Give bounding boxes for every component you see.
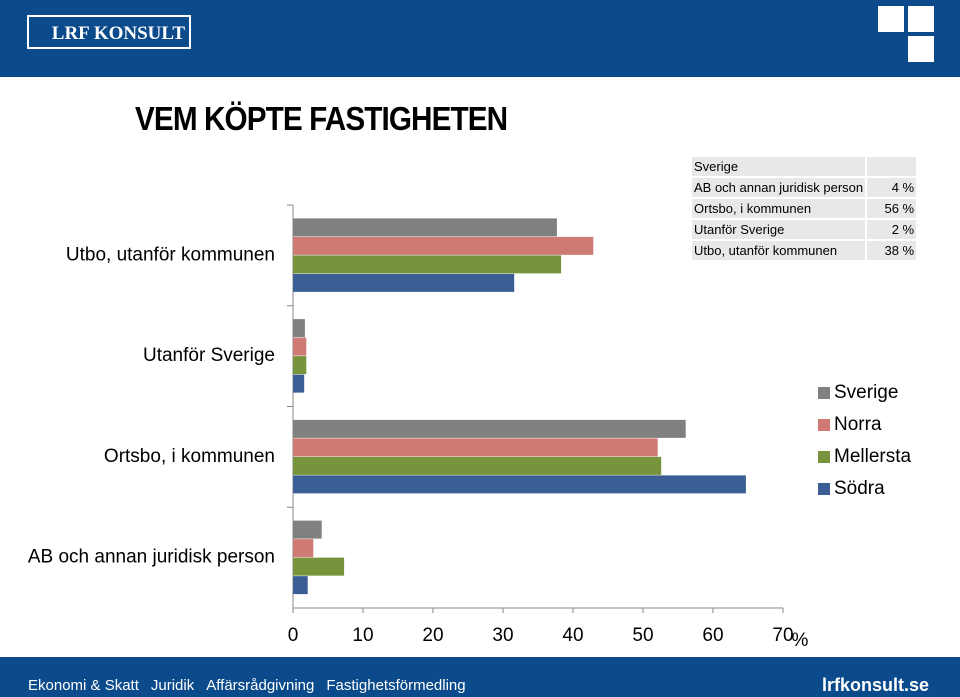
bar [293, 539, 314, 558]
bar [293, 356, 307, 375]
legend-swatch [818, 387, 830, 399]
bar [293, 255, 562, 274]
table-row: AB och annan juridisk person 4 % [689, 176, 919, 199]
table-row: Ortsbo, i kommunen 56 % [689, 197, 919, 220]
x-tick-label: 10 [352, 625, 373, 646]
legend-swatch [818, 419, 830, 431]
footer-link[interactable]: Ekonomi & Skatt [28, 677, 139, 694]
table-row: Utbo, utanför kommunen 38 % [689, 239, 919, 262]
bar [293, 218, 557, 237]
x-tick-label: 40 [562, 625, 583, 646]
y-tick-label: AB och annan juridisk person [28, 547, 275, 568]
title: VEM KÖPTE FASTIGHETEN [135, 100, 508, 137]
table-header: Sverige [689, 155, 868, 178]
footer-link[interactable]: Juridik [150, 677, 195, 694]
table-cell: 2 % [865, 218, 919, 241]
table-cell: Ortsbo, i kommunen [689, 197, 868, 220]
bar [293, 520, 322, 539]
x-tick-label: 30 [492, 625, 513, 646]
bar [293, 576, 308, 595]
bar [293, 419, 686, 438]
legend-label: Norra [834, 414, 882, 435]
table-row: Utanför Sverige 2 % [689, 218, 919, 241]
legend-swatch [818, 451, 830, 463]
legend-swatch [818, 483, 830, 495]
bar [293, 236, 594, 255]
table-cell: Utanför Sverige [689, 218, 868, 241]
table-cell: 4 % [865, 176, 919, 199]
bar [293, 456, 662, 475]
x-tick-label: 20 [422, 625, 443, 646]
table-cell [865, 155, 919, 178]
footer-link[interactable]: Fastighetsförmedling [326, 677, 466, 694]
legend-label: Mellersta [834, 446, 912, 467]
table: Sverige AB och annan juridisk person 4 % O… [689, 155, 919, 262]
x-tick-label: 60 [702, 625, 723, 646]
decor [908, 36, 934, 62]
x-axis-label: % [792, 630, 809, 651]
x-tick-label: 0 [288, 625, 299, 646]
x-tick-label: 70 [772, 625, 793, 646]
bar [293, 273, 515, 292]
y-tick-label: Ortsbo, i kommunen [104, 446, 275, 467]
bar [293, 319, 305, 338]
header: LRF KONSULT [0, 0, 960, 77]
chart: % 0 10 20 30 40 50 60 70 AB och annan juridisk p… [28, 204, 912, 651]
bar [293, 337, 307, 356]
decor [908, 6, 934, 32]
table-cell: AB och annan juridisk person [689, 176, 868, 199]
bar [293, 374, 305, 393]
y-tick-label: Utanför Sverige [143, 345, 275, 366]
bar [293, 557, 345, 576]
decor [878, 6, 904, 32]
footer-link[interactable]: Affärsrådgivning [206, 677, 315, 694]
y-tick-label: Utbo, utanför kommunen [66, 244, 275, 265]
table-cell: 56 % [865, 197, 919, 220]
x-tick-label: 50 [632, 625, 653, 646]
table-cell: Utbo, utanför kommunen [689, 239, 868, 262]
footer-links: Ekonomi & Skatt Juridik Affärsrådgivning Fa… [28, 677, 466, 694]
legend-label: Sverige [834, 382, 898, 403]
bar [293, 438, 658, 457]
logo: LRF KONSULT [27, 15, 191, 49]
bar [293, 475, 746, 494]
site[interactable]: lrfkonsult.se [821, 675, 929, 695]
footer: Ekonomi & Skatt Juridik Affärsrådgivning Fa… [0, 657, 960, 697]
table-cell: 38 % [865, 239, 919, 262]
legend-label: Södra [834, 478, 885, 499]
